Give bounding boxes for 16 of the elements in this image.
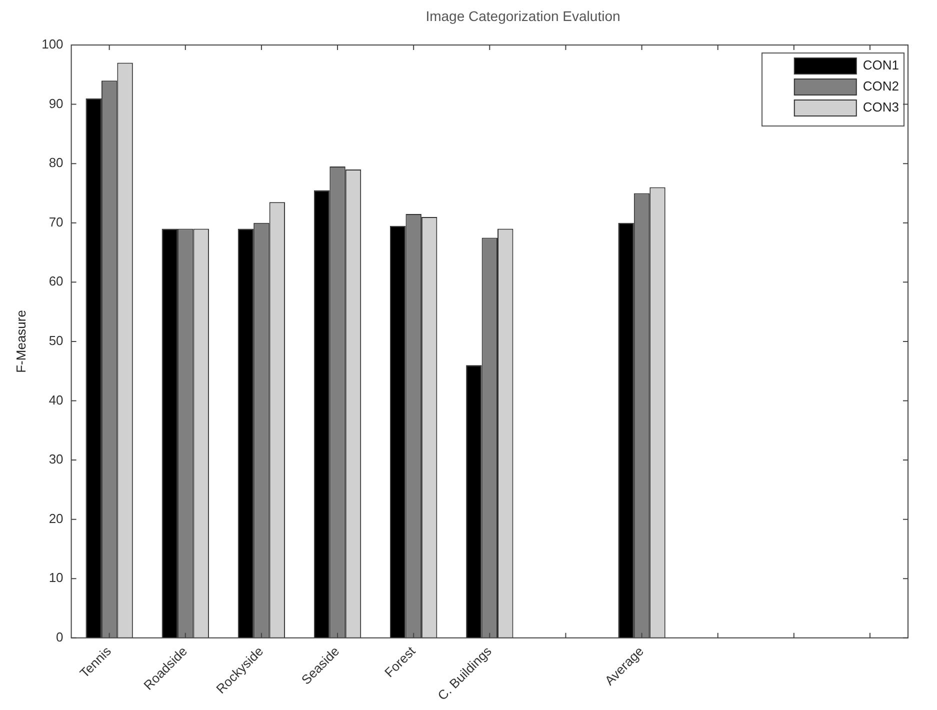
y-tick-label: 50 <box>48 333 64 348</box>
y-tick-label: 30 <box>48 452 64 467</box>
legend-label: CON3 <box>862 100 900 115</box>
y-tick-label: 20 <box>48 510 64 526</box>
y-tick-label: 0 <box>56 629 64 644</box>
y-tick-label: 90 <box>48 96 64 111</box>
chart-title: Image Categorization Evalution <box>424 8 622 24</box>
y-tick-label: 80 <box>48 155 64 170</box>
y-tick-label: 40 <box>48 392 64 408</box>
y-tick-label: 100 <box>42 36 64 52</box>
legend-label: CON2 <box>862 78 900 94</box>
y-tick-label: 60 <box>48 274 64 289</box>
y-axis-title: F-Measure <box>13 310 28 373</box>
legend-label: CON1 <box>862 58 900 73</box>
y-tick-label: 70 <box>48 214 64 230</box>
y-tick-label: 10 <box>48 570 64 586</box>
